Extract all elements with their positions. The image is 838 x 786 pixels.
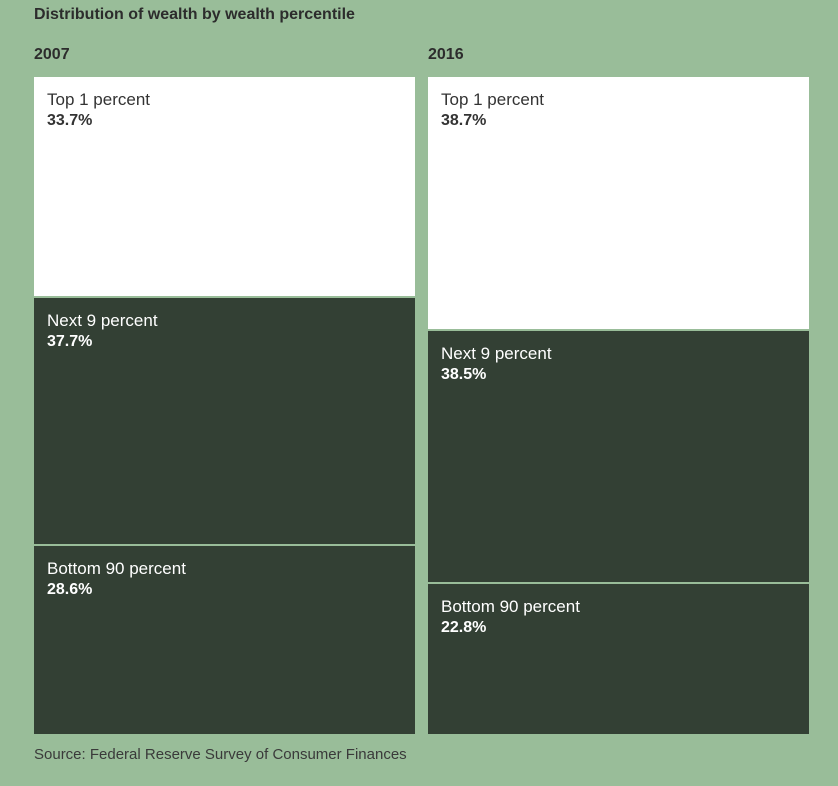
segment-name: Top 1 percent bbox=[441, 90, 545, 109]
segment-value: 22.8% bbox=[441, 619, 487, 637]
panel-label-2016: 2016 bbox=[428, 46, 464, 63]
segment-top-1-percent-2007: Top 1 percent 33.7% bbox=[34, 77, 415, 297]
segment-bottom-90-percent-2007: Bottom 90 percent 28.6% bbox=[34, 546, 415, 734]
segment-name: Next 9 percent bbox=[441, 344, 552, 364]
segment-bottom-90-percent-2016: Bottom 90 percent 22.8% bbox=[428, 584, 809, 734]
panel-2007: Top 1 percent 33.7% Next 9 percent 37.7% Bot… bbox=[34, 77, 415, 734]
segment-name: Top 1 percent bbox=[47, 90, 151, 109]
segment-name: Bottom 90 percent bbox=[47, 559, 186, 579]
segment-top-1-percent-2016: Top 1 percent 38.7% bbox=[428, 77, 809, 330]
segment-value: 37.7% bbox=[47, 333, 93, 351]
segment-next-9-percent-2007: Next 9 percent 37.7% bbox=[34, 298, 415, 545]
segment-value: 28.6% bbox=[47, 581, 93, 599]
segment-name: Next 9 percent bbox=[47, 311, 158, 331]
chart-title: Distribution of wealth by wealth percent… bbox=[34, 6, 355, 23]
panel-2016: Top 1 percent 38.7% Next 9 percent 38.5% Bot… bbox=[428, 77, 809, 734]
segment-name: Bottom 90 percent bbox=[441, 597, 580, 617]
segment-next-9-percent-2016: Next 9 percent 38.5% bbox=[428, 331, 809, 583]
segment-value: 38.7% bbox=[441, 112, 487, 129]
panel-label-2007: 2007 bbox=[34, 46, 70, 63]
segment-value: 38.5% bbox=[441, 366, 487, 384]
segment-value: 33.7% bbox=[47, 112, 93, 129]
source-note: Source: Federal Reserve Survey of Consum… bbox=[34, 746, 407, 763]
